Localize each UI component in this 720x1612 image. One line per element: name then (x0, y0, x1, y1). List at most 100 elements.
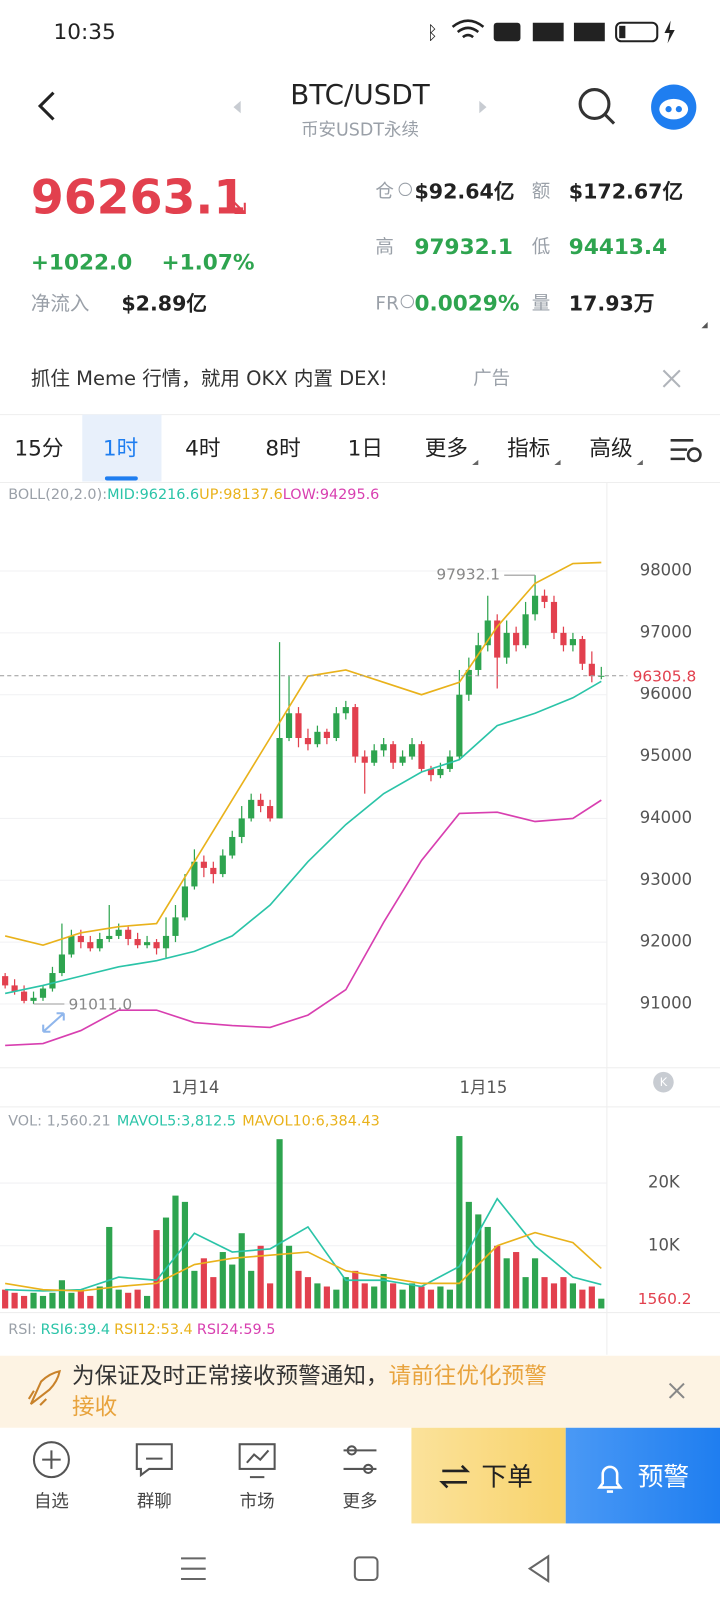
notice-link[interactable]: 接收 (72, 1395, 117, 1421)
last-price-label: 96305.8 (633, 667, 697, 685)
alert-label[interactable]: 预警 (638, 1463, 689, 1493)
volume-bar (456, 1136, 463, 1309)
nav-item[interactable]: 市场 (240, 1492, 275, 1512)
volume-bar (522, 1277, 529, 1309)
close-ad[interactable] (662, 369, 681, 388)
nav-item[interactable]: 群聊 (137, 1492, 172, 1512)
signal (573, 22, 605, 42)
tab[interactable]: 指标 (507, 437, 550, 462)
low-label: 低 (532, 237, 551, 258)
volume-bar (2, 1289, 9, 1309)
y-tick-label: 94000 (640, 808, 692, 827)
search-button[interactable] (578, 88, 616, 125)
tab[interactable]: 1日 (348, 437, 383, 462)
candle-body (49, 973, 56, 989)
volume-bar (68, 1292, 75, 1309)
tab-caret (636, 459, 643, 466)
ad-text[interactable]: 抓住 Meme 行情，就用 OKX 内置 DEX! (31, 367, 388, 390)
volume-bar (276, 1139, 283, 1309)
order-label[interactable]: 下单 (481, 1463, 532, 1493)
tab[interactable]: 高级 (589, 437, 632, 462)
nav-item[interactable]: 自选 (34, 1492, 69, 1512)
candle-body (503, 632, 510, 658)
prev-pair[interactable] (233, 100, 241, 114)
high-label: 高 (375, 237, 394, 258)
legend-value: 96216.6 (140, 487, 200, 503)
bell-icon (597, 1465, 623, 1493)
avatar[interactable] (651, 84, 697, 130)
candle-body (390, 744, 397, 763)
legend-name: MID: (107, 487, 140, 503)
info-icon[interactable] (400, 294, 414, 309)
candle-body (106, 935, 113, 940)
last-price: 96263.1 (31, 171, 246, 226)
boll-line (5, 799, 602, 1047)
candle-body (522, 614, 529, 646)
candle-body (191, 861, 198, 887)
notice-link[interactable]: 请前往优化预警 (389, 1363, 547, 1389)
volume-bar (210, 1277, 217, 1309)
change-pct: +1.07% (161, 250, 254, 275)
pair-subtitle: 币安USDT永续 (301, 121, 419, 141)
candle-body (267, 806, 274, 819)
nav-item[interactable]: 更多 (343, 1492, 378, 1512)
oi: $92.64亿 (415, 179, 515, 203)
volume-bar (238, 1233, 245, 1309)
candle-body (399, 756, 406, 763)
k-icon[interactable]: K (653, 1071, 674, 1093)
candle-body (371, 750, 378, 763)
volume-bar (153, 1230, 160, 1309)
volume-bar (191, 1270, 198, 1309)
legend-value: 98137.6 (223, 487, 283, 503)
tab[interactable]: 4时 (185, 437, 220, 462)
y-tick-label: 93000 (640, 870, 692, 889)
volume-bar (181, 1201, 189, 1309)
candle-body (560, 632, 567, 646)
alert-button[interactable] (565, 1427, 720, 1524)
y-tick-label: 96000 (640, 684, 692, 703)
svg-text:K: K (660, 1076, 668, 1089)
candle-body (30, 997, 37, 1001)
volume-bar (323, 1286, 330, 1309)
volume-bar (579, 1289, 586, 1309)
back-button[interactable] (37, 91, 55, 121)
candle-body (2, 976, 9, 986)
next-pair[interactable] (479, 100, 487, 114)
volume-bar (106, 1226, 113, 1309)
candle-body (210, 867, 217, 875)
candle-body (87, 942, 94, 949)
volume-bar (200, 1258, 207, 1309)
tab[interactable]: 1时 (103, 437, 138, 462)
volume-bar (352, 1270, 359, 1309)
low: 94413.4 (569, 235, 667, 260)
tab[interactable]: 15分 (14, 437, 63, 462)
inflow-label: 净流入 (31, 292, 90, 315)
legend-name: UP: (199, 487, 223, 503)
volume-bar (342, 1277, 349, 1309)
fr-label: FR (375, 294, 399, 315)
expand-icon[interactable] (42, 1012, 65, 1033)
candle-body (342, 707, 349, 714)
rsi-legend: RSI: RSI6:39.4 RSI12:53.4 RSI24:59.5 (8, 1322, 275, 1338)
close-notice[interactable] (668, 1382, 685, 1399)
tab[interactable]: 更多 (425, 437, 468, 462)
volume-bar (229, 1264, 236, 1309)
order-button[interactable] (411, 1427, 566, 1524)
chart-settings[interactable] (670, 439, 702, 463)
info-icon[interactable] (398, 182, 412, 197)
indicator-name: BOLL(20,2.0): (8, 487, 107, 503)
tab[interactable]: 8时 (265, 437, 300, 462)
tab-selected-bg (82, 414, 162, 482)
volume-bar (418, 1286, 425, 1309)
boll-line (4, 561, 602, 947)
boll-line (4, 680, 602, 995)
candle-body (323, 731, 330, 739)
amount: $172.67亿 (569, 179, 683, 203)
volume-bar (248, 1270, 255, 1309)
tab-caret (472, 459, 479, 466)
volume-bar (437, 1286, 444, 1309)
volume-bar (20, 1295, 28, 1309)
candle-body (550, 601, 558, 633)
volume-bar (304, 1277, 312, 1309)
